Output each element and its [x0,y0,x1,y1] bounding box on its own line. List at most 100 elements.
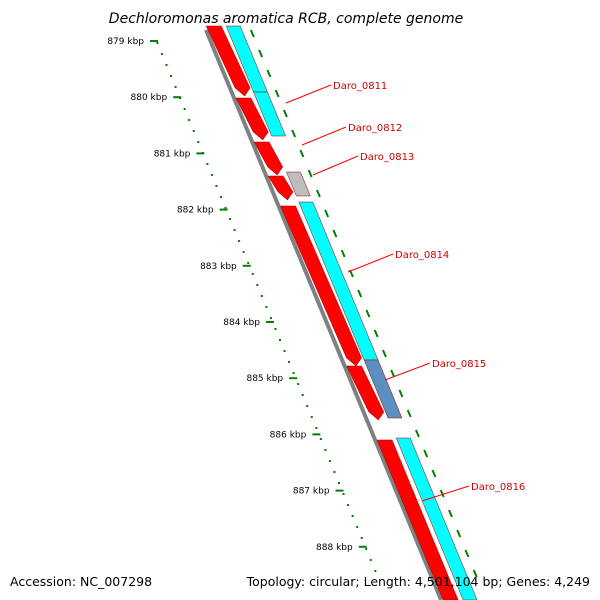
gene-label-daro_0812: Daro_0812 [348,123,402,134]
gene-label-daro_0814: Daro_0814 [395,250,449,261]
kbp-minor-tick [197,141,200,143]
kbp-minor-tick [310,416,313,418]
outer-tick [373,329,379,338]
kbp-minor-tick [179,97,182,99]
outer-tick [456,529,462,538]
kbp-minor-tick [192,130,195,132]
outer-tick [249,29,255,38]
gene-features [205,25,478,600]
kbp-minor-tick [369,559,372,561]
kbp-tick-label: 888 kbp [316,543,353,553]
outer-tick [324,209,330,218]
label-leader-line [384,362,431,381]
scale-ruler: 879 kbp 880 kbp 881 kbp 882 kbp 883 kbp 884 k… [107,29,478,578]
kbp-minor-tick [165,64,168,66]
kbp-minor-tick [269,317,272,319]
kbp-minor-tick [201,152,204,154]
kbp-minor-tick [183,108,186,110]
kbp-minor-tick [328,460,331,462]
function-band-alt [363,359,403,419]
kbp-minor-tick [274,328,277,330]
cds-arrow [267,175,294,201]
function-band [395,437,478,600]
kbp-minor-tick [238,240,241,242]
kbp-minor-tick [292,372,295,374]
outer-tick [406,409,412,418]
outer-tick [439,489,445,498]
gene-label-daro_0813: Daro_0813 [360,152,414,163]
outer-tick [291,129,297,138]
kbp-minor-tick [170,75,173,77]
outer-tick [415,429,420,438]
cds-arrow [376,439,459,600]
gene-labels: Daro_0811 Daro_0812 Daro_0813 Daro_0814 Daro… [285,81,525,502]
kbp-tick-label: 886 kbp [270,430,307,440]
function-band-other [286,171,311,197]
map-title: Dechloromonas aromatica RCB, complete ge… [109,11,463,27]
outer-tick [390,369,396,378]
label-leader-line [285,84,332,104]
kbp-minor-tick [374,570,377,572]
outer-tick [315,189,321,198]
backbone-line [204,29,443,600]
kbp-minor-tick [174,86,177,88]
outer-tick [398,389,404,398]
outer-tick [464,549,470,558]
outer-tick [423,449,429,458]
kbp-minor-tick [356,526,359,528]
cds-arrow [205,25,251,97]
outer-tick [274,89,280,98]
label-leader-line [347,253,394,273]
outer-tick [307,169,313,178]
outer-tick [299,149,305,158]
outer-tick [365,309,371,318]
kbp-minor-tick [301,394,304,396]
outer-tick [472,569,478,578]
kbp-tick-label: 883 kbp [200,262,237,272]
cds-arrow [235,97,269,141]
label-leader-line [312,155,359,176]
outer-tick [282,109,288,118]
kbp-minor-tick [210,174,213,176]
cds-arrow [280,205,362,367]
kbp-minor-tick [360,537,363,539]
kbp-minor-tick [256,284,259,286]
kbp-tick-label: 881 kbp [154,149,191,159]
kbp-minor-tick [229,218,232,220]
kbp-minor-tick [251,273,254,275]
kbp-tick-label: 879 kbp [107,37,144,47]
kbp-minor-tick [338,482,341,484]
genome-backbone [204,29,443,600]
outer-tick [332,229,338,238]
kbp-minor-tick [247,262,250,264]
kbp-minor-tick [324,449,327,451]
kbp-minor-tick [351,515,354,517]
kbp-tick-label: 882 kbp [177,206,214,216]
kbp-minor-tick [283,350,286,352]
outer-tick [266,69,272,78]
function-band [253,91,286,137]
kbp-minor-tick [206,163,209,165]
kbp-minor-tick [260,295,263,297]
kbp-tick-label: 884 kbp [223,318,260,328]
kbp-tick-label: 880 kbp [131,93,168,103]
outer-tick [258,49,264,58]
genome-summary-text: Topology: circular; Length: 4,501,104 bp… [246,574,590,589]
kbp-minor-tick [278,339,281,341]
kbp-tick-label: 887 kbp [293,487,330,497]
outer-tick [340,249,346,258]
kbp-minor-tick [306,405,309,407]
outer-tick [382,349,387,358]
kbp-minor-tick [347,504,350,506]
kbp-minor-tick [242,251,245,253]
label-leader-line [421,485,470,502]
outer-tick [448,509,453,518]
kbp-minor-tick [156,42,159,44]
kbp-minor-tick [319,438,322,440]
kbp-minor-tick [342,493,345,495]
accession-text: Accession: NC_007298 [10,574,152,589]
kbp-minor-tick [315,427,318,429]
kbp-minor-tick [224,207,227,209]
kbp-minor-tick [160,53,163,55]
